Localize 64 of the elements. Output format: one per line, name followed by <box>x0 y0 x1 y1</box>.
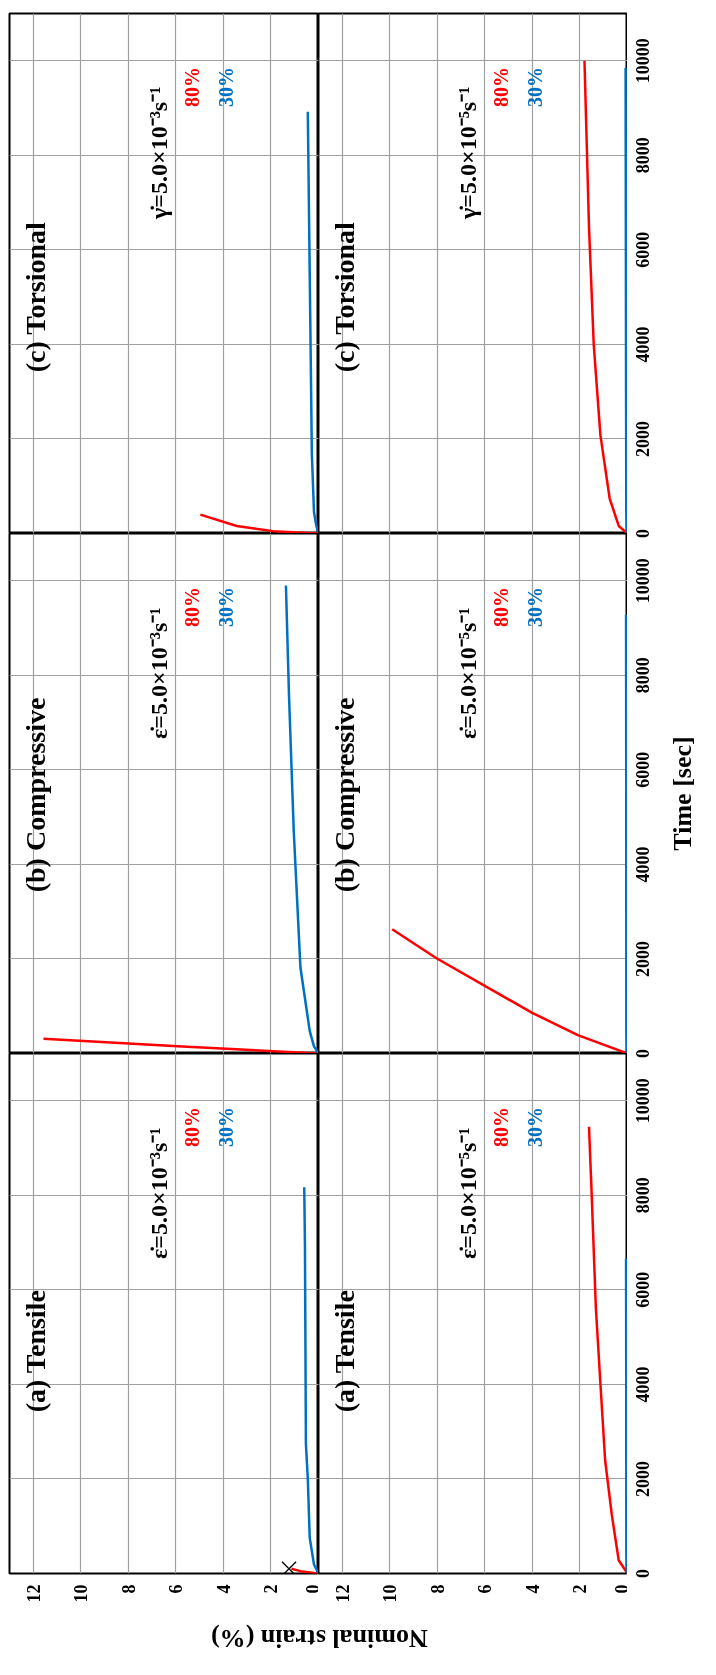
y-tick-label: 2000 <box>633 420 653 457</box>
x-tick-label: 8 <box>427 1584 448 1594</box>
y-tick-label: 2000 <box>633 940 653 977</box>
x-tick-label: 2 <box>261 1584 282 1594</box>
text: 80% <box>489 1107 512 1148</box>
y-tick-label: 6000 <box>633 231 653 268</box>
text: 30% <box>215 1107 238 1148</box>
x-tick-label: 4 <box>522 1584 543 1594</box>
annotation: ε̇=5.0×10⁻³s⁻¹ <box>146 607 173 739</box>
line-series <box>390 927 627 1053</box>
annotation: γ̇=5.0×10⁻³s⁻¹ <box>146 86 173 220</box>
y-tick-label: 2000 <box>633 1460 653 1497</box>
y-tick-label: 8000 <box>633 657 653 694</box>
x-tick-label: 2 <box>570 1584 591 1594</box>
x-tick-label: 8 <box>118 1584 139 1594</box>
annotation: ε̇=5.0×10⁻³s⁻¹ <box>146 1127 173 1259</box>
line-series <box>624 66 627 533</box>
text: 30% <box>524 67 547 108</box>
x-tick-label: 10 <box>380 1584 401 1603</box>
text: 80% <box>489 67 512 108</box>
text: 30% <box>524 1107 547 1148</box>
y-tick-label: 10000 <box>633 558 653 604</box>
y-tick-label: 4000 <box>633 326 653 363</box>
x-tick-label: 6 <box>166 1584 187 1594</box>
y-tick-label: 4000 <box>633 846 653 883</box>
y-tick-label: 10000 <box>633 1078 653 1124</box>
x-tick-label: 6 <box>475 1584 496 1594</box>
y-tick-label: 6000 <box>633 751 653 788</box>
annotation: ε̇=5.0×10⁻⁵s⁻¹ <box>455 607 482 739</box>
line-series <box>624 613 627 1053</box>
text: (b) Compressive <box>20 697 52 893</box>
line-series <box>587 1125 627 1574</box>
text: (c) Torsional <box>329 221 361 373</box>
text: 30% <box>215 587 238 628</box>
x-axis-title: Nominal strain (%) <box>211 1624 428 1653</box>
text: 80% <box>180 67 203 108</box>
x-tick-label: 12 <box>23 1584 44 1603</box>
text: (a) Tensile <box>20 1290 52 1413</box>
text: (a) Tensile <box>329 1290 361 1413</box>
y-axis-title: Time [sec] <box>668 736 697 851</box>
y-tick-label: 10000 <box>633 38 653 84</box>
y-tick-label: 0 <box>633 1049 653 1058</box>
annotation: ε̇=5.0×10⁻⁵s⁻¹ <box>455 1127 482 1259</box>
text: (c) Torsional <box>20 221 52 373</box>
x-tick-label: 10 <box>71 1584 92 1603</box>
x-tick-label: 4 <box>213 1584 234 1594</box>
line-series <box>624 1257 627 1574</box>
y-tick-label: 0 <box>633 529 653 538</box>
text: (b) Compressive <box>329 697 361 893</box>
x-tick-label: 0 <box>302 1584 323 1594</box>
line-series <box>583 59 627 533</box>
y-tick-label: 0 <box>633 1569 653 1578</box>
text: 80% <box>180 1107 203 1148</box>
text: 30% <box>524 587 547 628</box>
y-tick-label: 4000 <box>633 1366 653 1403</box>
y-tick-label: 6000 <box>633 1271 653 1308</box>
y-tick-label: 8000 <box>633 137 653 174</box>
text: 30% <box>215 67 238 108</box>
y-tick-label: 8000 <box>633 1177 653 1214</box>
annotation: γ̇=5.0×10⁻⁵s⁻¹ <box>455 86 482 220</box>
x-tick-label: 0 <box>611 1584 632 1594</box>
text: 80% <box>180 587 203 628</box>
x-tick-label: 12 <box>332 1584 353 1603</box>
text: 80% <box>489 587 512 628</box>
